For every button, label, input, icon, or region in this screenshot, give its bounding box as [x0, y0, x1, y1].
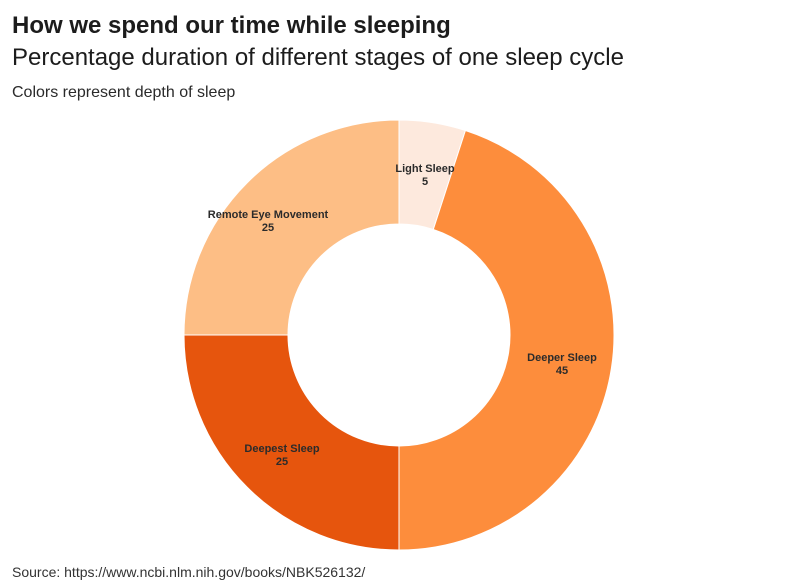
chart-title: How we spend our time while sleeping [12, 12, 451, 39]
slice-label-remote-eye-movement: Remote Eye Movement [208, 209, 329, 221]
slice-deepest-sleep [183, 334, 400, 551]
slice-label-deepest-sleep: Deepest Sleep [244, 443, 319, 455]
slice-remote-eye-movement [183, 119, 400, 336]
donut-slices [183, 119, 615, 551]
chart-subtitle: Percentage duration of different stages … [12, 44, 624, 71]
slice-deeper-sleep [398, 129, 615, 551]
slice-label-deeper-sleep: Deeper Sleep [527, 352, 597, 364]
slice-value-deepest-sleep: 25 [276, 456, 288, 468]
slice-value-light-sleep: 5 [422, 176, 428, 188]
slice-value-remote-eye-movement: 25 [262, 222, 274, 234]
source-note: Source: https://www.ncbi.nlm.nih.gov/boo… [12, 564, 366, 580]
slice-label-light-sleep: Light Sleep [395, 163, 455, 175]
chart-note: Colors represent depth of sleep [12, 84, 236, 101]
slice-value-deeper-sleep: 45 [556, 365, 568, 377]
